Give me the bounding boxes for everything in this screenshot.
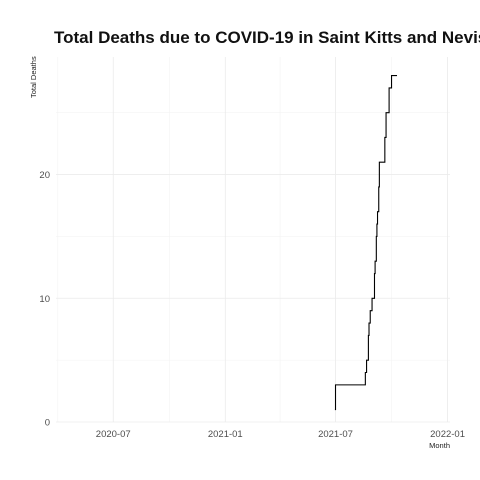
x-tick-labels: 2020-07 2021-01 2021-07 2022-01 xyxy=(96,429,465,440)
grid xyxy=(56,57,450,423)
y-tick-labels: 0 10 20 xyxy=(39,170,50,428)
series-layer xyxy=(334,75,398,411)
total-deaths-line xyxy=(334,75,398,411)
chart-title: Total Deaths due to COVID-19 in Saint Ki… xyxy=(54,28,480,47)
y-axis-label: Total Deaths xyxy=(29,56,38,98)
x-tick-label: 2021-01 xyxy=(208,429,243,440)
y-tick-label: 10 xyxy=(39,294,50,305)
x-tick-label: 2020-07 xyxy=(96,429,131,440)
x-tick-label: 2021-07 xyxy=(318,429,353,440)
x-axis-label: Month xyxy=(429,441,450,450)
y-tick-label: 0 xyxy=(45,418,50,429)
y-tick-label: 20 xyxy=(39,170,50,181)
x-tick-label: 2022-01 xyxy=(430,429,465,440)
